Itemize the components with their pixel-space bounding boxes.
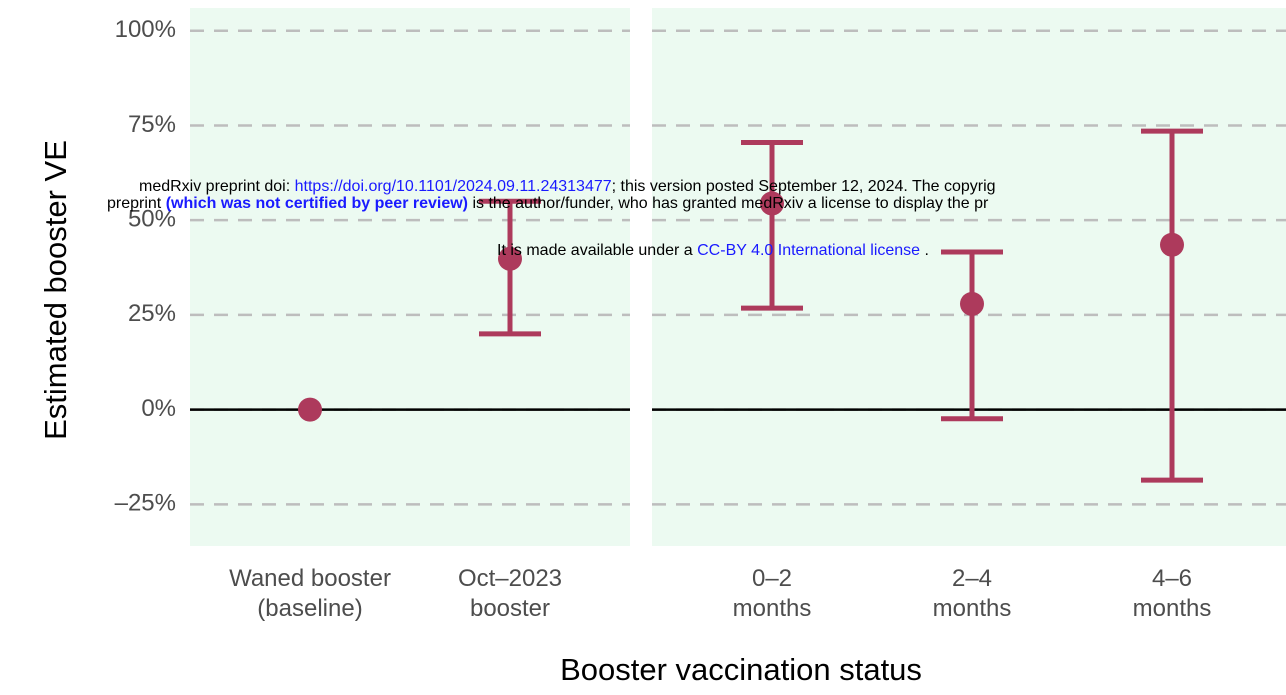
- x-tick-label-line: months: [933, 595, 1012, 622]
- x-tick-label-line: (baseline): [257, 595, 362, 622]
- point: [498, 246, 522, 271]
- x-tick-label-line: booster: [470, 595, 550, 622]
- panel-background: [190, 8, 630, 546]
- point: [960, 291, 984, 316]
- x-tick-label: 2–4 months: [933, 565, 1012, 622]
- y-axis-label: Estimated booster VE: [38, 140, 73, 440]
- watermark-text: preprint (which was not certified by pee…: [107, 195, 989, 212]
- x-tick-label: Oct–2023 booster: [458, 565, 562, 622]
- y-tick-label: 0%: [141, 395, 176, 422]
- x-tick-label: Waned booster (baseline): [229, 565, 391, 622]
- x-tick-label-line: 2–4: [952, 565, 992, 592]
- error-bar: [1141, 128, 1203, 483]
- watermark-link: CC-BY 4.0 International license: [697, 242, 920, 259]
- error-bar: [941, 249, 1003, 422]
- panel-background: [652, 8, 1286, 546]
- watermark-link: (which was not certified by peer review): [166, 195, 468, 212]
- error-bar: [741, 140, 803, 311]
- y-tick-label: 100%: [115, 16, 176, 43]
- x-tick-label-line: months: [733, 595, 812, 622]
- y-tick-label: 50%: [128, 206, 176, 233]
- watermark-text: It is made available under a CC-BY 4.0 I…: [497, 242, 929, 259]
- point: [760, 191, 784, 216]
- x-tick-label-line: 0–2: [752, 565, 792, 592]
- point: [298, 397, 322, 422]
- x-tick-label: 0–2 months: [733, 565, 812, 622]
- watermark-link: https://doi.org/10.1101/2024.09.11.24313…: [295, 178, 612, 195]
- y-tick-label: 25%: [128, 300, 176, 327]
- watermark-part: medRxiv preprint doi:: [139, 178, 295, 195]
- watermark-part: It is made available under a: [497, 242, 697, 259]
- x-tick-label-line: months: [1133, 595, 1212, 622]
- watermark-text: medRxiv preprint doi: https://doi.org/10…: [139, 178, 996, 195]
- watermark-part: ; this version posted September 12, 2024…: [612, 178, 996, 195]
- y-tick-label: –25%: [115, 490, 176, 517]
- x-tick-label-line: 4–6: [1152, 565, 1192, 592]
- x-tick-label-line: Oct–2023: [458, 565, 562, 592]
- watermark-part: is the author/funder, who has granted me…: [468, 195, 989, 212]
- point: [1160, 232, 1184, 257]
- watermark-part: preprint: [107, 195, 166, 212]
- x-axis-label: Booster vaccination status: [560, 652, 922, 687]
- y-tick-label: 75%: [128, 111, 176, 138]
- x-tick-label: 4–6 months: [1133, 565, 1212, 622]
- watermark-part: .: [920, 242, 929, 259]
- x-tick-label-line: Waned booster: [229, 565, 391, 592]
